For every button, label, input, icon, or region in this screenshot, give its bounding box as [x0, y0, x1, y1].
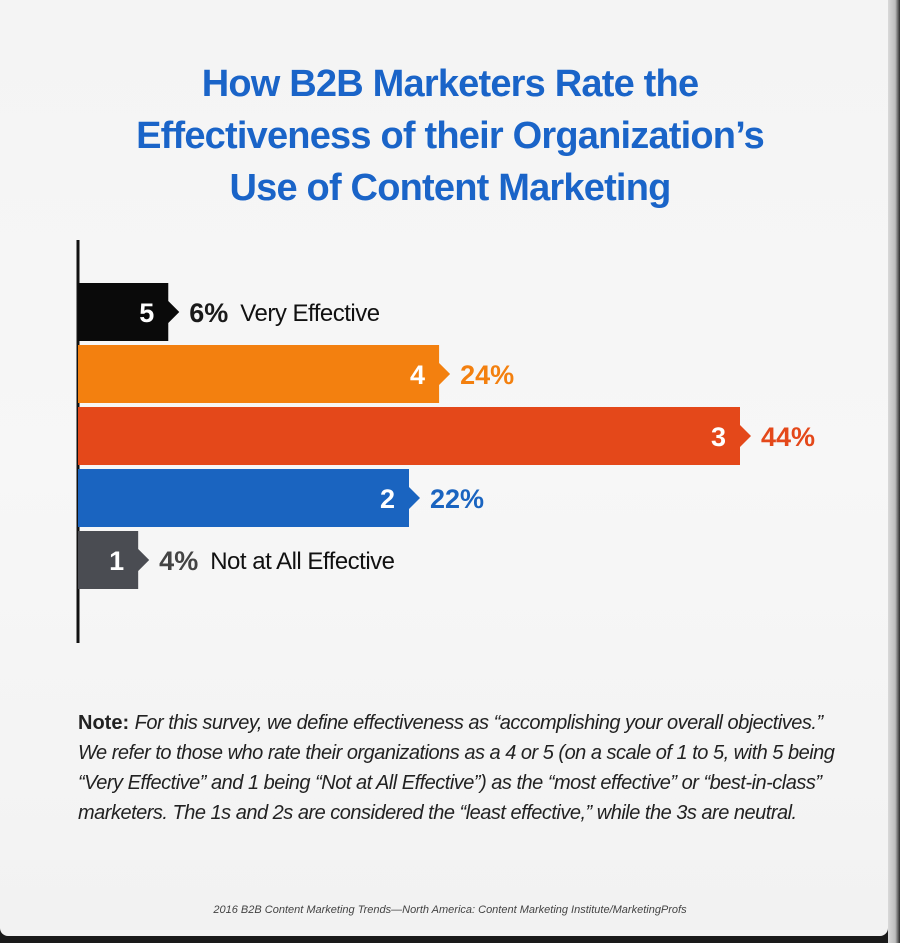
chart-title: How B2B Marketers Rate the Effectiveness… [90, 58, 810, 214]
source-citation: 2016 B2B Content Marketing Trends—North … [213, 904, 687, 916]
value-label: 6% [189, 298, 228, 328]
category-label: 1 [109, 546, 124, 576]
value-label: 24% [460, 360, 514, 390]
title-line: Effectiveness of their Organization’s [136, 115, 765, 157]
value-label: 4% [159, 546, 198, 576]
bar-annotation: Not at All Effective [210, 548, 394, 575]
bar [78, 469, 420, 527]
value-label: 22% [430, 484, 484, 514]
chart-note: Note: For this survey, we define effecti… [78, 708, 848, 828]
bar-annotation: Very Effective [240, 300, 379, 327]
bar [78, 345, 451, 403]
category-label: 3 [711, 422, 726, 452]
page-edge-shadow [888, 0, 900, 943]
bar [78, 531, 150, 589]
value-label: 44% [761, 422, 815, 452]
infographic-card: How B2B Marketers Rate the Effectiveness… [0, 0, 888, 936]
bar [78, 283, 180, 341]
note-text: For this survey, we define effectiveness… [78, 712, 835, 824]
category-label: 5 [139, 298, 154, 328]
category-label: 4 [410, 360, 425, 390]
title-line: How B2B Marketers Rate the [201, 63, 699, 105]
category-label: 2 [380, 484, 395, 514]
bar [78, 407, 751, 465]
bar-chart: 5 6% Very Effective 4 24% 3 44% 2 22% 1 4% Not at A… [78, 283, 816, 589]
title-line: Use of Content Marketing [229, 167, 671, 209]
note-label: Note: [78, 712, 130, 734]
